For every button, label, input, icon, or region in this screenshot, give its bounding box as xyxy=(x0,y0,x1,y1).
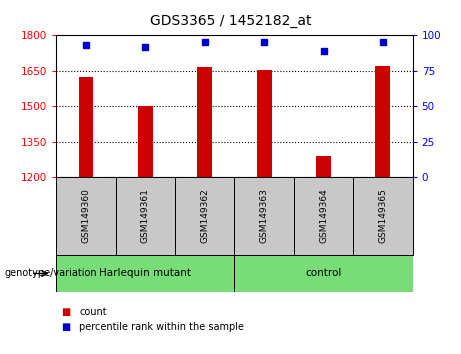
Text: GSM149364: GSM149364 xyxy=(319,189,328,243)
Bar xyxy=(56,177,116,255)
Text: percentile rank within the sample: percentile rank within the sample xyxy=(79,322,244,332)
Bar xyxy=(316,156,331,177)
Text: control: control xyxy=(305,268,342,279)
Text: Harlequin mutant: Harlequin mutant xyxy=(99,268,191,279)
Text: GSM149363: GSM149363 xyxy=(260,188,269,244)
Point xyxy=(260,40,268,45)
Text: GSM149362: GSM149362 xyxy=(200,189,209,243)
Text: GSM149365: GSM149365 xyxy=(378,188,387,244)
Bar xyxy=(353,177,413,255)
Text: genotype/variation: genotype/variation xyxy=(5,268,97,279)
Bar xyxy=(375,66,390,177)
Text: GSM149360: GSM149360 xyxy=(82,188,90,244)
Point xyxy=(320,48,327,54)
Point xyxy=(82,42,89,48)
Bar xyxy=(197,67,212,177)
Bar xyxy=(116,177,175,255)
Bar xyxy=(78,77,94,177)
Point xyxy=(201,40,208,45)
Bar xyxy=(56,255,235,292)
Bar xyxy=(294,177,353,255)
Point xyxy=(142,44,149,50)
Point xyxy=(379,40,387,45)
Text: GSM149361: GSM149361 xyxy=(141,188,150,244)
Bar xyxy=(234,255,413,292)
Bar xyxy=(257,70,272,177)
Text: count: count xyxy=(79,307,107,316)
Bar xyxy=(234,177,294,255)
Bar xyxy=(138,106,153,177)
Text: ■: ■ xyxy=(61,322,70,332)
Text: ■: ■ xyxy=(61,307,70,316)
Bar xyxy=(175,177,234,255)
Text: GDS3365 / 1452182_at: GDS3365 / 1452182_at xyxy=(150,14,311,28)
